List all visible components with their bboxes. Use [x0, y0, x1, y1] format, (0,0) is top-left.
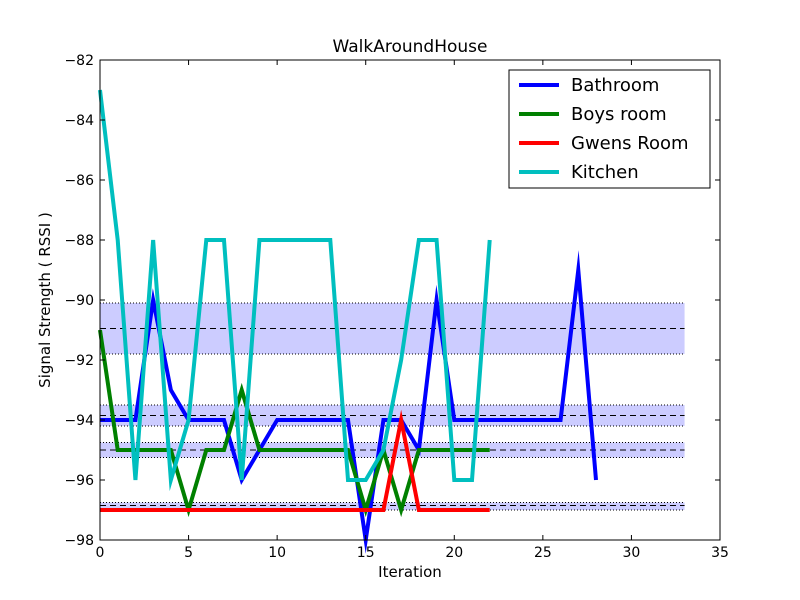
x-axis-label: Iteration	[378, 563, 442, 581]
y-tick-label: −98	[64, 533, 94, 549]
legend: Bathroom Boys room Gwens Room Kitchen	[508, 69, 711, 189]
y-tick-label: −96	[64, 473, 94, 489]
x-tick-label: 10	[268, 545, 286, 561]
legend-label: Boys room	[571, 104, 667, 125]
y-axis-label: Signal Strength ( RSSI )	[36, 212, 54, 388]
y-tick-label: −90	[64, 293, 94, 309]
y-tick-label: −94	[64, 413, 94, 429]
y-tick-label: −88	[64, 233, 94, 249]
x-tick-label: 30	[623, 545, 641, 561]
x-tick-label: 25	[534, 545, 552, 561]
y-tick-label: −82	[64, 53, 94, 69]
x-tick-label: 15	[357, 545, 375, 561]
y-tick-label: −86	[64, 173, 94, 189]
x-tick-label: 0	[96, 545, 105, 561]
chart-title: WalkAroundHouse	[333, 37, 488, 57]
series-line-kitchen	[98, 89, 492, 492]
legend-box	[508, 69, 711, 189]
y-tick-label: −84	[64, 113, 94, 129]
legend-label: Kitchen	[571, 162, 639, 183]
x-tick-label: 20	[445, 545, 463, 561]
y-tick-label: −92	[64, 353, 94, 369]
legend-label: Gwens Room	[571, 133, 689, 154]
band-fill-3	[100, 502, 685, 510]
x-tick-label: 35	[711, 545, 729, 561]
series-line-boys-room	[98, 329, 490, 518]
series-layer	[98, 89, 598, 554]
legend-label: Bathroom	[571, 75, 659, 96]
series-line-gwens-room	[100, 409, 490, 512]
series-line-bathroom	[100, 250, 598, 554]
x-tick-label: 5	[184, 545, 193, 561]
axis-ticks: 0 5 10 15 20 25 30 35 −98 −96 −94 −92 −90 −88 −86 −84 −8…	[64, 53, 728, 561]
